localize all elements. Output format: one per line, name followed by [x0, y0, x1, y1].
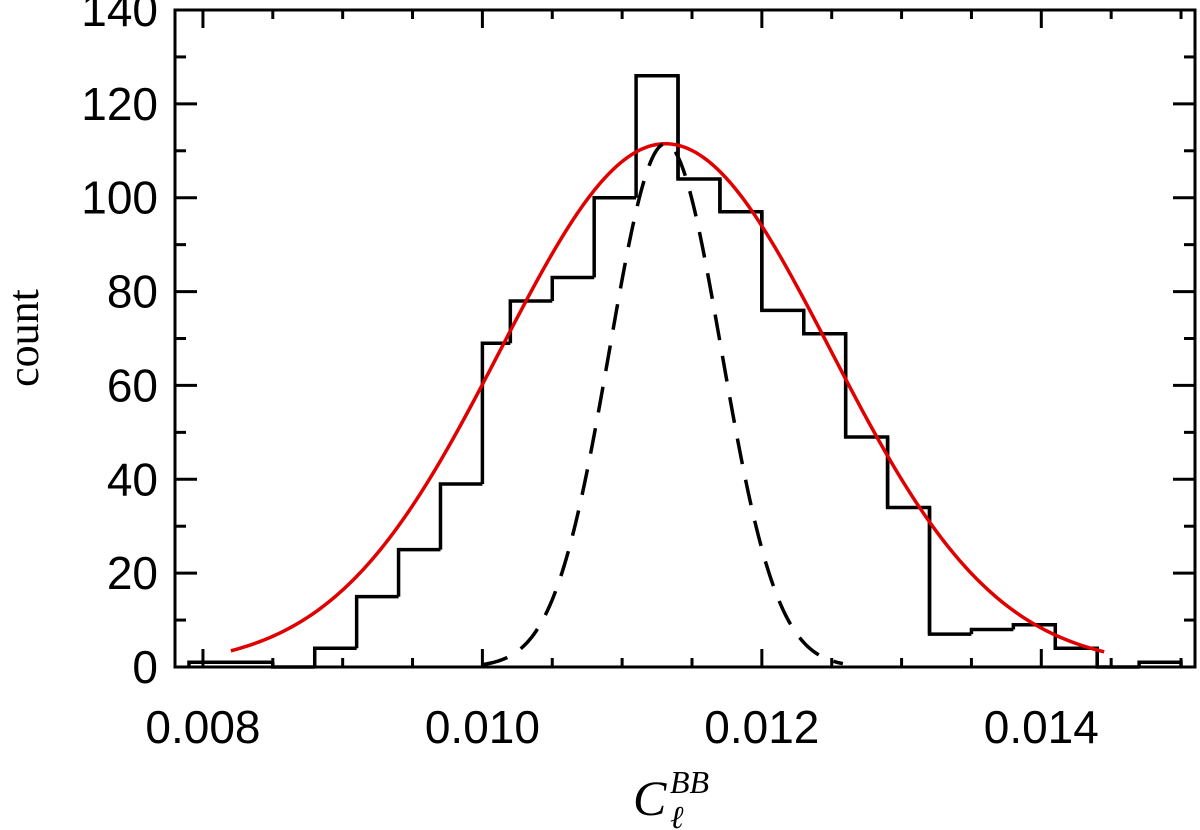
histogram-bar — [634, 73, 680, 198]
histogram-bar — [187, 660, 273, 667]
dashed-gaussian-curve — [482, 141, 844, 667]
y-tick-label: 100 — [81, 172, 158, 224]
histogram-bar — [438, 482, 483, 550]
x-tick-label: 0.010 — [425, 701, 540, 753]
y-tick-label: 60 — [107, 359, 158, 411]
x-tick-label: 0.012 — [704, 701, 819, 753]
x-axis-title: C ℓ BB — [633, 764, 709, 830]
y-tick-label: 120 — [81, 78, 158, 130]
y-tick-label: 80 — [107, 266, 158, 318]
histogram-bar — [592, 195, 637, 278]
histogram-bar — [969, 627, 1014, 635]
histogram-bar — [396, 547, 441, 597]
x-tick-label: 0.008 — [145, 701, 260, 753]
plot-frame — [173, 8, 1197, 669]
histogram-bar — [760, 211, 806, 334]
histogram-bar — [927, 507, 972, 636]
y-tick-label: 0 — [132, 641, 158, 693]
histogram-bar — [480, 341, 511, 484]
histogram-bar — [802, 310, 848, 438]
histogram-bar — [354, 594, 399, 649]
x-tick-label: 0.014 — [984, 701, 1099, 753]
histogram-bar — [1053, 624, 1099, 667]
y-axis-title: count — [0, 289, 48, 387]
y-tick-label: 20 — [107, 547, 158, 599]
histogram-bar — [550, 275, 595, 301]
fit-curves — [230, 141, 1105, 667]
tick-labels: 0.008 0.010 0.012 0.014 0 20 40 60 80 100 120 140 — [81, 0, 1099, 753]
axis-ticks — [175, 8, 1195, 669]
red-gaussian-fit-curve — [230, 142, 1105, 654]
histogram-bar — [1011, 623, 1058, 649]
histogram-bar — [312, 646, 357, 667]
y-tick-label: 140 — [81, 0, 158, 36]
y-tick-label: 40 — [107, 453, 158, 505]
svg-text:BB: BB — [670, 764, 709, 800]
histogram-bar — [676, 75, 722, 212]
svg-text:C: C — [633, 770, 667, 826]
svg-text:ℓ: ℓ — [670, 799, 684, 830]
histogram-bars — [187, 73, 1183, 669]
